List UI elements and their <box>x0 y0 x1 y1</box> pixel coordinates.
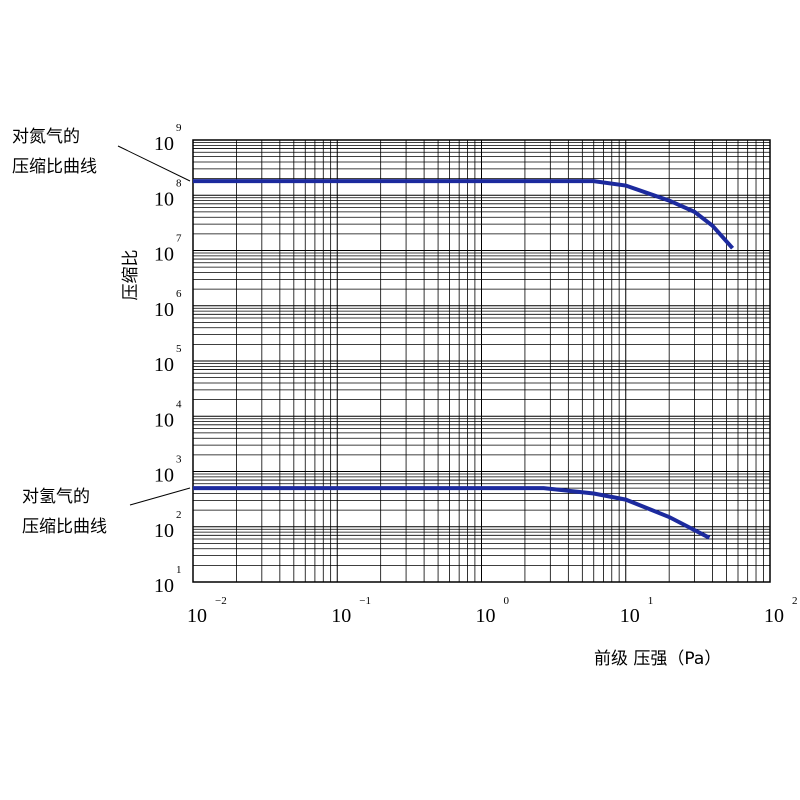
data-line <box>193 179 735 250</box>
y-tick-exponent: 7 <box>176 233 182 245</box>
x-tick-label: 10 <box>764 605 784 627</box>
y-tick-exponent: 1 <box>176 564 182 576</box>
y-tick-label: 10 <box>154 409 174 431</box>
annotation: 压缩比曲线 <box>22 517 107 537</box>
y-tick-label: 10 <box>154 188 174 210</box>
y-axis-label: 压缩比 <box>121 250 141 301</box>
x-tick-exponent: 1 <box>648 595 654 607</box>
y-tick-exponent: 2 <box>176 509 182 521</box>
y-tick-exponent: 8 <box>176 177 182 189</box>
plot-frame <box>192 139 771 583</box>
y-tick-exponent: 5 <box>176 343 182 355</box>
x-tick-label: 10 <box>331 605 351 627</box>
x-tick-label: 10 <box>476 605 496 627</box>
annotation: 对氮气的 <box>12 127 80 147</box>
y-tick-label: 10 <box>154 465 174 487</box>
y-tick-label: 10 <box>154 354 174 376</box>
annotation: 压缩比曲线 <box>12 157 97 177</box>
y-tick-exponent: 9 <box>176 122 182 134</box>
y-tick-label: 10 <box>154 244 174 266</box>
annotation: 对氢气的 <box>22 487 90 507</box>
x-tick-label: 10 <box>620 605 640 627</box>
x-tick-label: 10 <box>187 605 207 627</box>
y-tick-label: 10 <box>154 133 174 155</box>
y-tick-exponent: 4 <box>176 398 182 410</box>
y-tick-label: 10 <box>154 520 174 542</box>
annotation-arrow <box>117 145 191 182</box>
x-tick-exponent: −2 <box>215 595 227 607</box>
data-line <box>193 486 711 540</box>
annotation-arrow <box>129 487 191 506</box>
x-axis-label: 前级 压强（Pa） <box>594 649 721 669</box>
y-tick-label: 10 <box>154 299 174 321</box>
x-tick-exponent: 0 <box>504 595 510 607</box>
y-tick-exponent: 3 <box>176 454 182 466</box>
y-tick-exponent: 6 <box>176 288 182 300</box>
y-tick-label: 10 <box>154 575 174 597</box>
x-tick-exponent: 2 <box>792 595 798 607</box>
x-tick-exponent: −1 <box>359 595 371 607</box>
